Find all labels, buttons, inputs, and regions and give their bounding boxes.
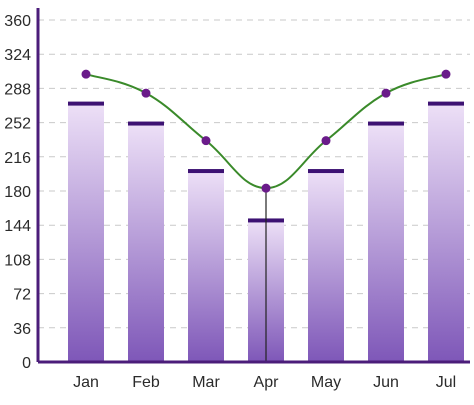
- bar-cap: [428, 101, 464, 106]
- x-tick-label: Jan: [73, 374, 99, 391]
- bar[interactable]: [68, 103, 104, 362]
- line-point[interactable]: [81, 69, 91, 79]
- bar-cap: [368, 121, 404, 126]
- x-tick-label: May: [311, 374, 341, 391]
- line-point[interactable]: [441, 69, 451, 79]
- line-point[interactable]: [141, 88, 151, 98]
- y-tick-label: 360: [4, 13, 31, 30]
- y-tick-label: 0: [22, 355, 31, 372]
- y-tick-label: 180: [4, 184, 31, 201]
- bar-cap: [128, 121, 164, 126]
- y-tick-label: 216: [4, 150, 31, 167]
- bar[interactable]: [188, 171, 224, 362]
- x-tick-label: Mar: [192, 374, 220, 391]
- bar-cap: [308, 169, 344, 174]
- y-tick-label: 252: [4, 116, 31, 133]
- axes: [36, 8, 470, 364]
- line-series: [81, 69, 451, 362]
- bar[interactable]: [428, 103, 464, 362]
- x-tick-label: Jul: [436, 374, 456, 391]
- y-tick-label: 144: [4, 218, 31, 235]
- x-tick-label: Feb: [132, 374, 160, 391]
- y-tick-label: 324: [4, 47, 31, 64]
- bar-cap: [68, 101, 104, 106]
- bar[interactable]: [128, 123, 164, 362]
- line-point[interactable]: [381, 88, 391, 98]
- bar[interactable]: [308, 171, 344, 362]
- line-point[interactable]: [261, 183, 271, 193]
- x-tick-label: Apr: [254, 374, 280, 391]
- bar[interactable]: [368, 123, 404, 362]
- line-point[interactable]: [321, 136, 331, 146]
- tick-labels: 0 36 72 108 144 180 216 252 288 324 360 Jan Feb Mar Ap…: [4, 13, 456, 391]
- bar-cap: [188, 169, 224, 174]
- y-tick-label: 108: [4, 252, 31, 269]
- y-tick-label: 72: [13, 287, 31, 304]
- x-tick-label: Jun: [373, 374, 399, 391]
- bar-series: [68, 101, 464, 362]
- y-tick-label: 288: [4, 81, 31, 98]
- grid-lines: [38, 19, 470, 329]
- line-point[interactable]: [201, 136, 211, 146]
- y-tick-label: 36: [13, 321, 31, 338]
